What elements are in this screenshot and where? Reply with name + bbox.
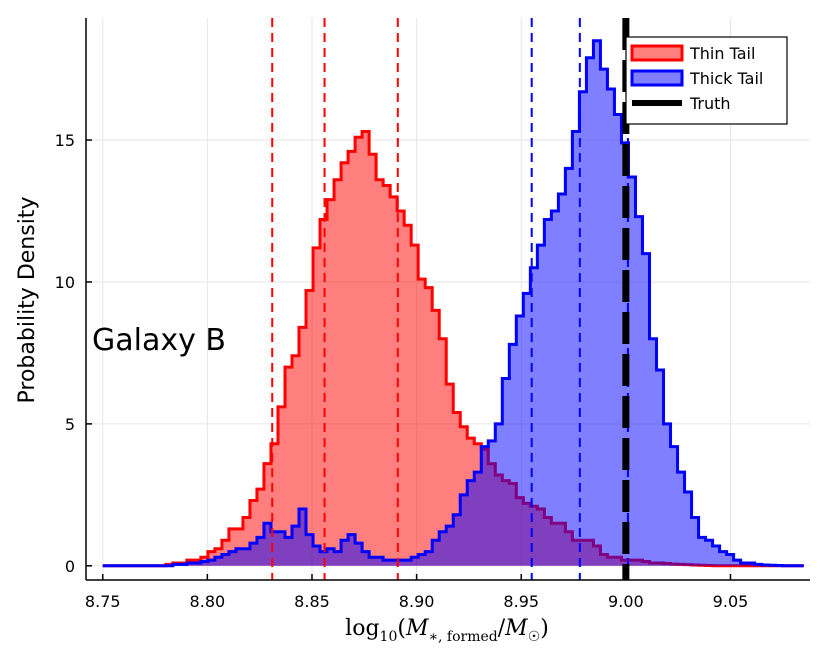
- legend-swatch-thick-tail: [630, 69, 684, 87]
- x-tick-label: 8.80: [190, 592, 226, 611]
- annotation-galaxy-label: Galaxy B: [92, 323, 226, 358]
- y-tick-label: 10: [55, 273, 75, 292]
- legend: Thin Tail Thick Tail Truth: [625, 36, 788, 125]
- legend-label-thin-tail: Thin Tail: [689, 44, 755, 63]
- y-tick-label: 0: [65, 557, 75, 576]
- histogram-fill-thin-tail: [102, 131, 804, 566]
- x-tick-label: 8.85: [294, 592, 330, 611]
- x-ticks: 8.75 8.80 8.85 8.90 8.95 9.00 9.05: [85, 574, 748, 611]
- x-tick-label: 8.75: [85, 592, 121, 611]
- legend-label-truth: Truth: [689, 94, 731, 113]
- y-tick-label: 5: [65, 415, 75, 434]
- histogram-outline-thick-tail: [102, 39, 804, 568]
- x-axis-label: log10(M∗, formed/M☉): [345, 616, 549, 645]
- x-tick-label: 8.90: [399, 592, 435, 611]
- y-axis-label: Probability Density: [15, 197, 40, 404]
- y-tick-label: 15: [55, 131, 75, 150]
- x-tick-label: 9.05: [713, 592, 749, 611]
- x-tick-label: 9.00: [608, 592, 644, 611]
- legend-swatch-thin-tail: [630, 44, 684, 62]
- legend-label-thick-tail: Thick Tail: [689, 69, 763, 88]
- y-ticks: 0 5 10 15: [55, 131, 92, 576]
- x-tick-label: 8.95: [503, 592, 539, 611]
